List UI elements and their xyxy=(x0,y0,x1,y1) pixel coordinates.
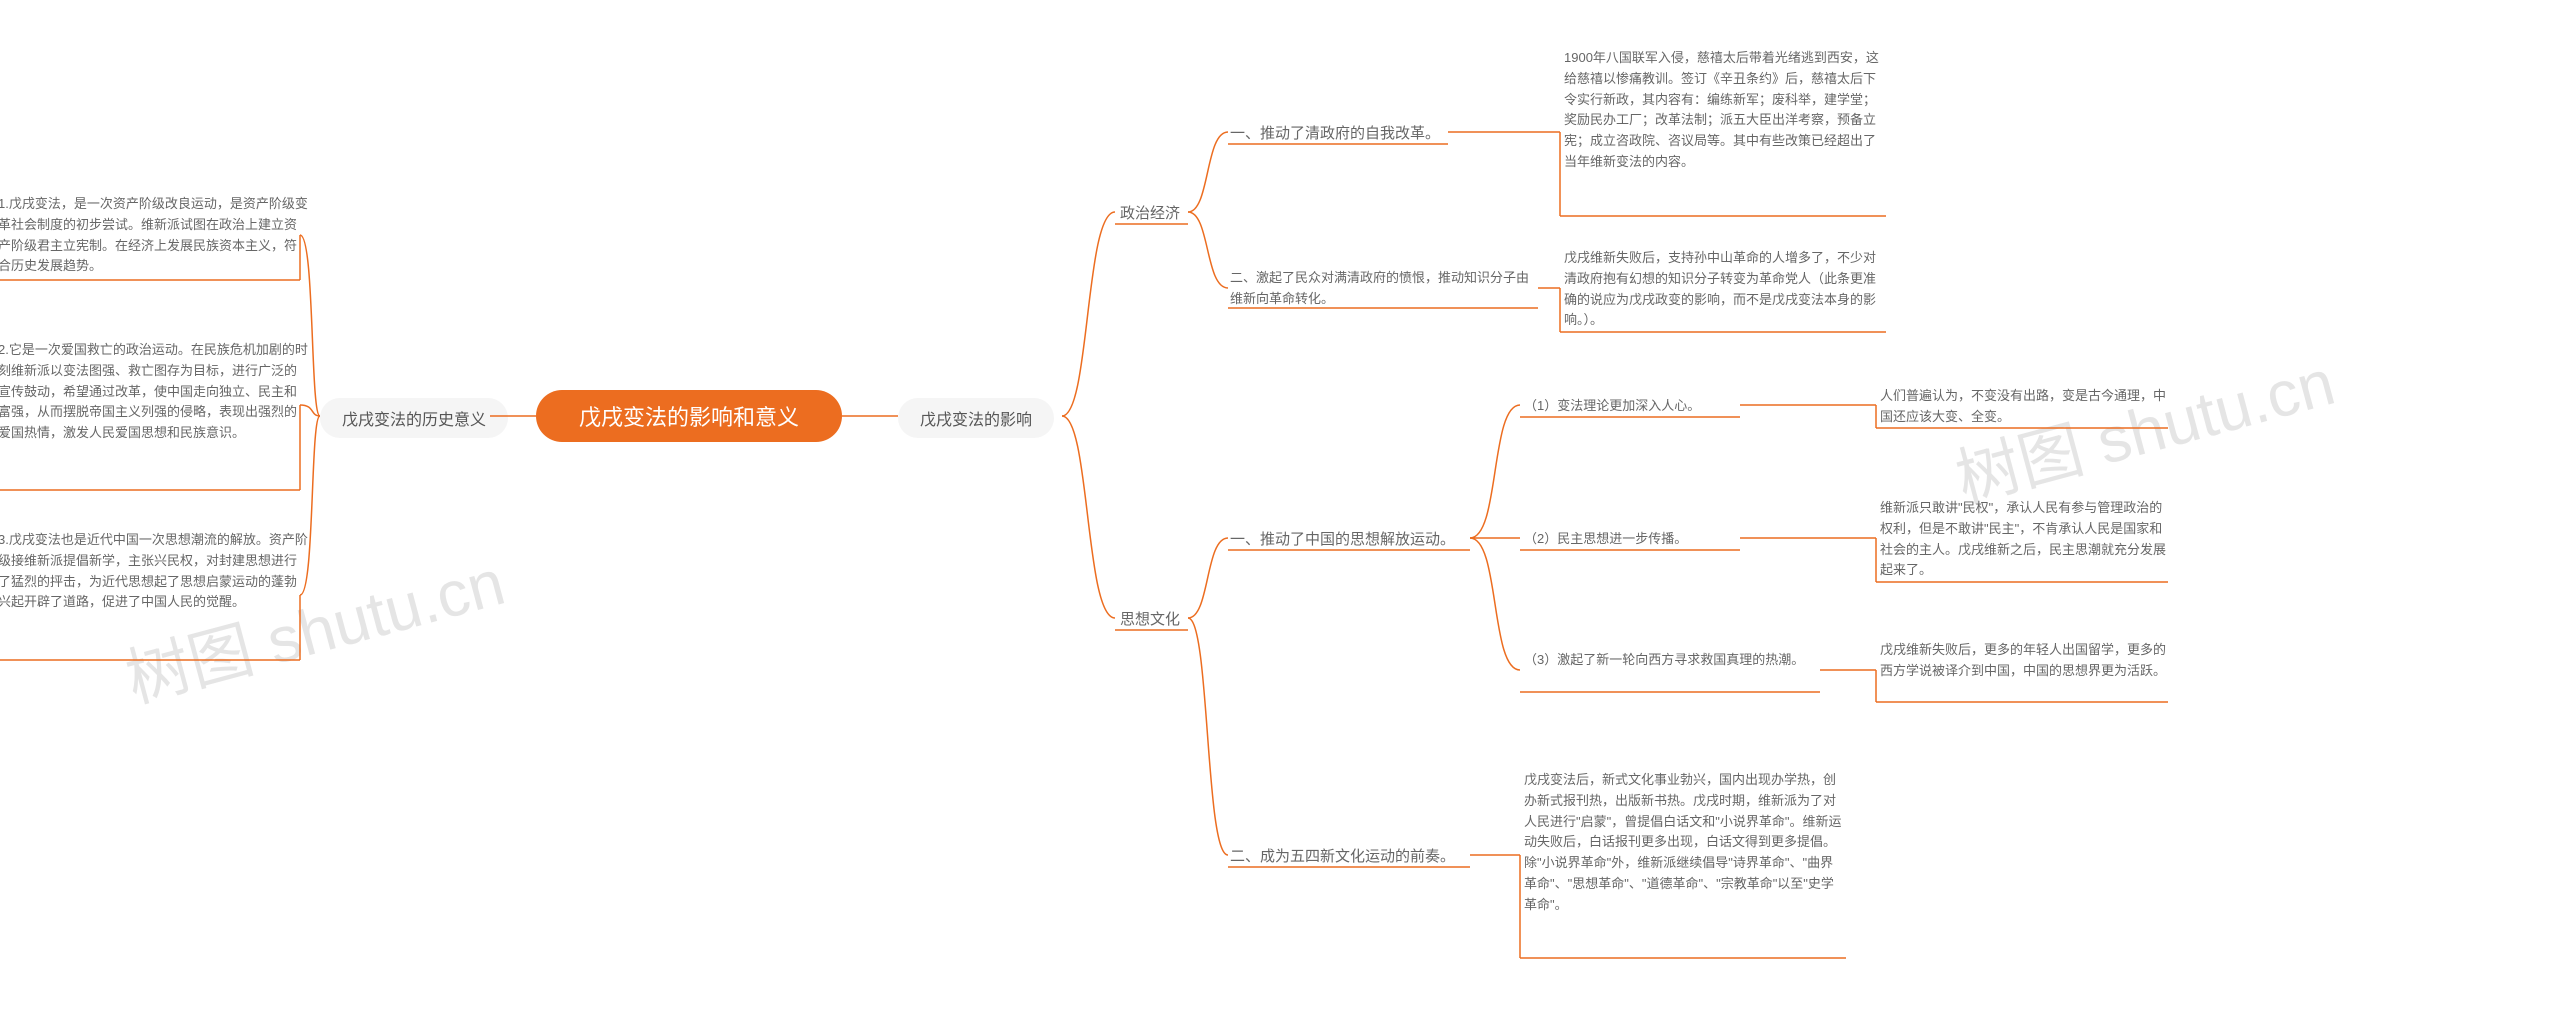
connectors xyxy=(0,0,2560,1023)
